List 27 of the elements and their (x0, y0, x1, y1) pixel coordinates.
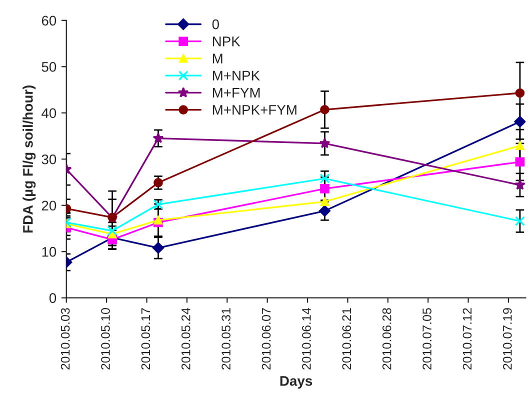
x-tick-label: 2010.06.28 (382, 308, 392, 370)
x-tick-label: 2010.06.07 (262, 308, 271, 370)
legend-label: M+NPK+FYM (212, 105, 296, 115)
legend-label: 0 (212, 19, 219, 30)
x-tick-label: 2010.07.19 (502, 308, 512, 370)
x-tick-label: 2010.06.21 (342, 308, 352, 370)
x-tick-label: 2010.07.12 (462, 308, 472, 370)
x-tick-label: 2010.05.17 (141, 308, 150, 370)
x-tick-label: 2010.06.14 (302, 308, 311, 370)
x-tick-label: 2010.07.05 (422, 308, 432, 370)
x-tick-label: 2010.05.03 (60, 308, 70, 370)
x-tick-label: 2010.05.10 (101, 308, 110, 370)
y-tick-label: 60 (42, 16, 56, 26)
legend-label: M+NPK (212, 70, 260, 80)
legend-label: M (212, 54, 222, 64)
y-tick-label: 10 (42, 246, 56, 257)
y-tick-label: 20 (42, 200, 56, 211)
x-axis-title: Days (280, 376, 312, 389)
y-tick-label: 50 (42, 62, 56, 72)
x-tick-label: 2010.05.31 (222, 308, 230, 370)
legend-label: M+FYM (212, 88, 260, 98)
y-tick-label: 40 (42, 108, 56, 118)
y-axis-title: FDA (µg Fl/g soil/hour) (22, 85, 36, 233)
x-tick-label: 2010.05.24 (181, 308, 190, 370)
legend-label: NPK (212, 36, 240, 46)
y-tick-label: 30 (42, 154, 56, 164)
y-tick-label: 0 (49, 293, 56, 304)
